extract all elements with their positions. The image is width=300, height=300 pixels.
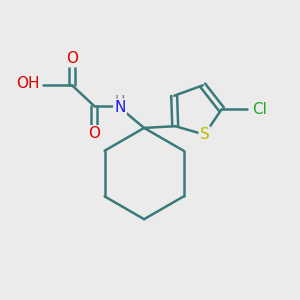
Text: O: O	[88, 126, 100, 141]
Text: H: H	[115, 94, 125, 107]
Text: S: S	[200, 127, 209, 142]
Text: O: O	[66, 51, 78, 66]
Text: N: N	[114, 100, 126, 115]
Text: Cl: Cl	[252, 102, 267, 117]
Text: OH: OH	[16, 76, 40, 91]
